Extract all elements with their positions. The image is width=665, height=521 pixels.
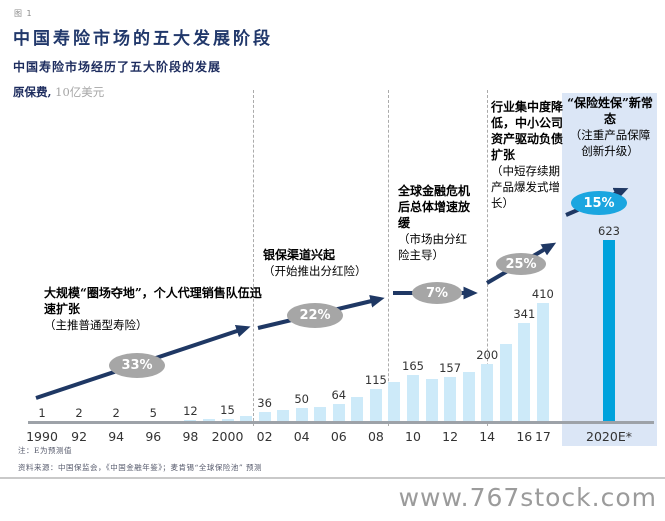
value-label-2004: 50: [294, 392, 309, 407]
stage3-annotation-note: （市场由分红险主导）: [398, 232, 467, 262]
growth-badge-33: 33%: [109, 353, 165, 378]
watermark-text: www.767stock.com: [398, 483, 657, 512]
bar-2006: [332, 404, 345, 423]
footer-divider: [0, 477, 665, 479]
bar-2013: [462, 371, 475, 423]
tick-label-1990: 1990: [26, 429, 58, 444]
value-label-2020E: 623: [598, 224, 620, 238]
bar-2003: [277, 410, 290, 423]
bar-2001: [240, 415, 253, 423]
footnote-source: 资料来源：中国保监会，《中国金融年鉴》；麦肯锡“全球保险池” 预测: [18, 463, 263, 472]
bar-2017: [536, 302, 549, 423]
tick-label-2020E: 2020E*: [586, 429, 632, 444]
tick-label-2000: 2000: [211, 429, 244, 444]
stage1-annotation: 大规模“圈场夺地”，个人代理销售队伍迅速扩张 （主推普通型寿险）: [44, 285, 262, 333]
stage1-annotation-bold: 大规模“圈场夺地”，个人代理销售队伍迅速扩张: [44, 286, 262, 316]
stage-separator-2: [388, 90, 389, 426]
tick-label-2012: 12: [442, 429, 459, 444]
value-label-2014: 200: [476, 348, 499, 363]
tick-label-1994: 94: [108, 429, 125, 444]
tick-label-1996: 96: [145, 429, 162, 444]
tick-label-2008: 08: [367, 429, 384, 444]
stage2-annotation-bold: 银保渠道兴起: [263, 248, 336, 262]
stage1-annotation-note: （主推普通型寿险）: [44, 318, 148, 332]
tick-label-2004: 04: [293, 429, 310, 444]
value-label-2000: 15: [220, 402, 235, 417]
tick-label-1998: 98: [182, 429, 199, 444]
stage5-annotation-note: （注重产品保障创新升级）: [569, 128, 651, 158]
stage2-annotation: 银保渠道兴起 （开始推出分红险）: [263, 247, 418, 279]
axis-unit-label: 原保费, 10亿美元: [13, 84, 104, 100]
value-label-1994: 2: [112, 406, 120, 420]
bar-2016: [518, 322, 531, 423]
tick-label-1992: 92: [71, 429, 88, 444]
tick-label-2014: 14: [479, 429, 496, 444]
bar-2007: [351, 397, 364, 423]
tick-label-2010: 10: [405, 429, 421, 444]
value-label-2017: 410: [531, 286, 554, 301]
stage3-annotation-bold: 全球金融危机后总体增速放缓: [398, 184, 471, 230]
footnote-forecast: 注：E为预测值: [18, 446, 72, 455]
bar-2004: [295, 408, 308, 423]
page-title: 中国寿险市场的五大发展阶段: [13, 29, 273, 49]
bar-2005: [314, 406, 327, 423]
growth-badge-15: 15%: [571, 191, 627, 215]
stage4-annotation: 行业集中度降低，中小公司资产驱动负债扩张 （中短存续期产品爆发式增长）: [491, 99, 571, 211]
bar-2010: [407, 374, 419, 423]
value-label-2006: 64: [331, 388, 347, 403]
bar-2008: [369, 389, 382, 423]
tick-label-2017: 17: [534, 429, 551, 444]
stage4-annotation-note: （中短存续期产品爆发式增长）: [491, 164, 560, 210]
value-label-2002: 36: [257, 396, 272, 411]
stage3-annotation: 全球金融危机后总体增速放缓 （市场由分红险主导）: [398, 183, 478, 263]
stage5-annotation: “保险姓保”新常态 （注重产品保障创新升级）: [566, 95, 654, 159]
value-label-1998: 12: [183, 403, 198, 418]
value-label-1992: 2: [75, 406, 83, 420]
tick-label-2002: 02: [256, 429, 273, 444]
bar-2011: [425, 378, 438, 423]
bar-2009: [388, 381, 401, 423]
value-label-2008: 115: [364, 373, 387, 388]
x-axis-line: [28, 421, 654, 424]
figure-label: 图 1: [14, 9, 33, 18]
chart-subtitle: 中国寿险市场经历了五大阶段的发展: [13, 60, 222, 74]
value-label-1990: 1: [38, 406, 46, 420]
bar-2014: [481, 364, 494, 423]
value-label-2010: 165: [402, 358, 424, 373]
stage2-annotation-note: （开始推出分红险）: [263, 264, 367, 278]
bar-2015: [499, 343, 512, 423]
unit-label-bold: 原保费,: [13, 85, 52, 99]
stage-separator-1: [253, 90, 254, 426]
value-label-2016: 341: [513, 306, 536, 321]
value-label-1996: 5: [149, 405, 157, 420]
tick-label-2016: 16: [516, 429, 533, 444]
growth-badge-7: 7%: [412, 282, 462, 304]
bar-2002: [258, 412, 271, 423]
bar-2020E: [603, 240, 615, 423]
growth-badge-22: 22%: [287, 303, 343, 328]
stage4-annotation-bold: 行业集中度降低，中小公司资产驱动负债扩张: [491, 100, 564, 162]
value-label-2012: 157: [439, 360, 462, 375]
stage5-annotation-bold: “保险姓保”新常态: [567, 96, 653, 126]
bar-2012: [444, 376, 457, 423]
bar-2000: [221, 418, 234, 423]
tick-label-2006: 06: [330, 429, 347, 444]
unit-label-gray: 10亿美元: [55, 85, 105, 99]
growth-badge-25: 25%: [496, 253, 546, 275]
